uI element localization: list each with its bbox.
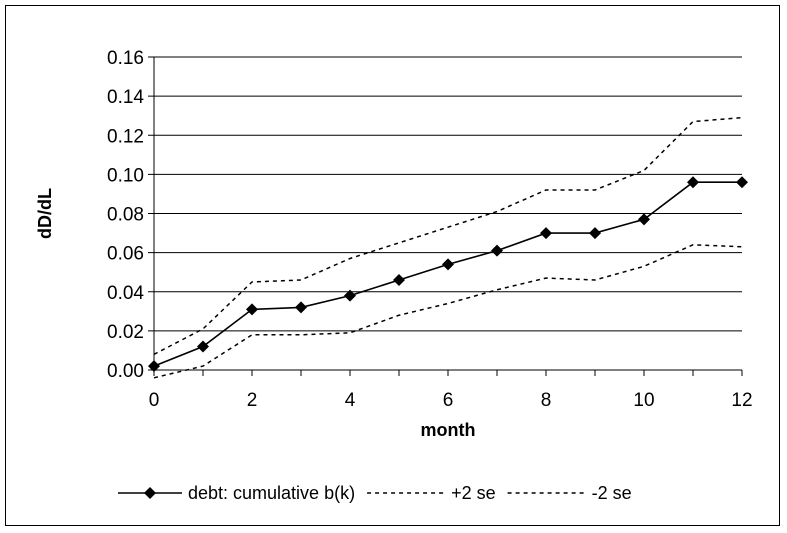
legend-label-1: +2 se — [451, 483, 496, 503]
x-tick-label: 4 — [345, 390, 356, 411]
line-chart: 0.00 0.02 0.04 0.06 0.08 0.10 0.12 0.14 0.16 0 2 4… — [35, 48, 753, 503]
x-tick-label: 10 — [633, 390, 654, 411]
legend: debt: cumulative b(k) +2 se -2 se — [118, 483, 632, 503]
y-tick-label: 0.08 — [107, 205, 144, 226]
diamond-marker — [638, 213, 650, 226]
diamond-marker — [442, 258, 454, 271]
x-tick-label: 0 — [149, 390, 160, 411]
x-tick-labels: 0 2 4 6 8 10 12 — [149, 370, 753, 411]
legend-label-0: debt: cumulative b(k) — [188, 483, 355, 503]
x-tick-label: 2 — [247, 390, 258, 411]
diamond-marker — [148, 360, 160, 373]
y-tick-label: 0.06 — [107, 244, 144, 265]
series-markers — [148, 176, 748, 373]
x-tick-label: 6 — [443, 390, 454, 411]
chart-frame: 0.00 0.02 0.04 0.06 0.08 0.10 0.12 0.14 0.16 0 2 4… — [5, 5, 780, 526]
series-line-0 — [153, 181, 742, 367]
y-tick-label: 0.14 — [107, 87, 144, 108]
gridlines — [154, 56, 742, 332]
y-axis-title: dD/dL — [35, 188, 55, 239]
y-tick-labels: 0.00 0.02 0.04 0.06 0.08 0.10 0.12 0.14 0.16 — [107, 48, 154, 382]
y-tick-label: 0.04 — [107, 283, 144, 304]
y-tick-label: 0.16 — [107, 48, 144, 69]
y-tick-label: 0.02 — [107, 322, 144, 343]
diamond-marker — [736, 176, 748, 189]
diamond-marker — [589, 227, 601, 240]
y-tick-label: 0.12 — [107, 126, 144, 147]
diamond-marker — [540, 227, 552, 240]
diamond-marker — [687, 176, 699, 189]
legend-label-2: -2 se — [592, 483, 632, 503]
y-tick-label: 0.10 — [107, 165, 144, 186]
diamond-marker — [491, 244, 503, 257]
x-tick-label: 12 — [731, 390, 752, 411]
legend-diamond-marker — [144, 487, 156, 499]
diamond-marker — [246, 303, 258, 316]
x-axis-title: month — [421, 420, 476, 440]
x-tick-label: 8 — [541, 390, 552, 411]
diamond-marker — [197, 340, 209, 353]
series-lines — [153, 116, 743, 379]
series-line-1 — [153, 116, 743, 356]
y-tick-label: 0.00 — [107, 361, 144, 382]
diamond-marker — [344, 289, 356, 302]
diamond-marker — [295, 301, 307, 314]
diamond-marker — [393, 274, 405, 287]
